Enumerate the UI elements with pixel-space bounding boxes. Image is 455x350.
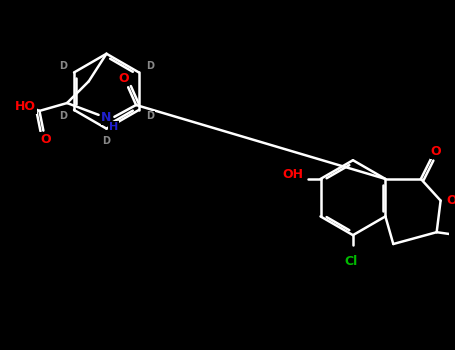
Text: O: O bbox=[118, 72, 129, 85]
Text: O: O bbox=[446, 194, 455, 207]
Text: D: D bbox=[59, 111, 67, 121]
Text: Cl: Cl bbox=[344, 255, 358, 268]
Text: O: O bbox=[430, 145, 441, 158]
Text: HO: HO bbox=[15, 100, 36, 113]
Text: OH: OH bbox=[283, 168, 303, 181]
Text: H: H bbox=[109, 122, 118, 132]
Text: O: O bbox=[40, 133, 51, 146]
Text: D: D bbox=[146, 111, 154, 121]
Text: D: D bbox=[59, 61, 67, 71]
Text: N: N bbox=[101, 111, 111, 124]
Text: D: D bbox=[102, 136, 111, 147]
Text: D: D bbox=[146, 61, 154, 71]
